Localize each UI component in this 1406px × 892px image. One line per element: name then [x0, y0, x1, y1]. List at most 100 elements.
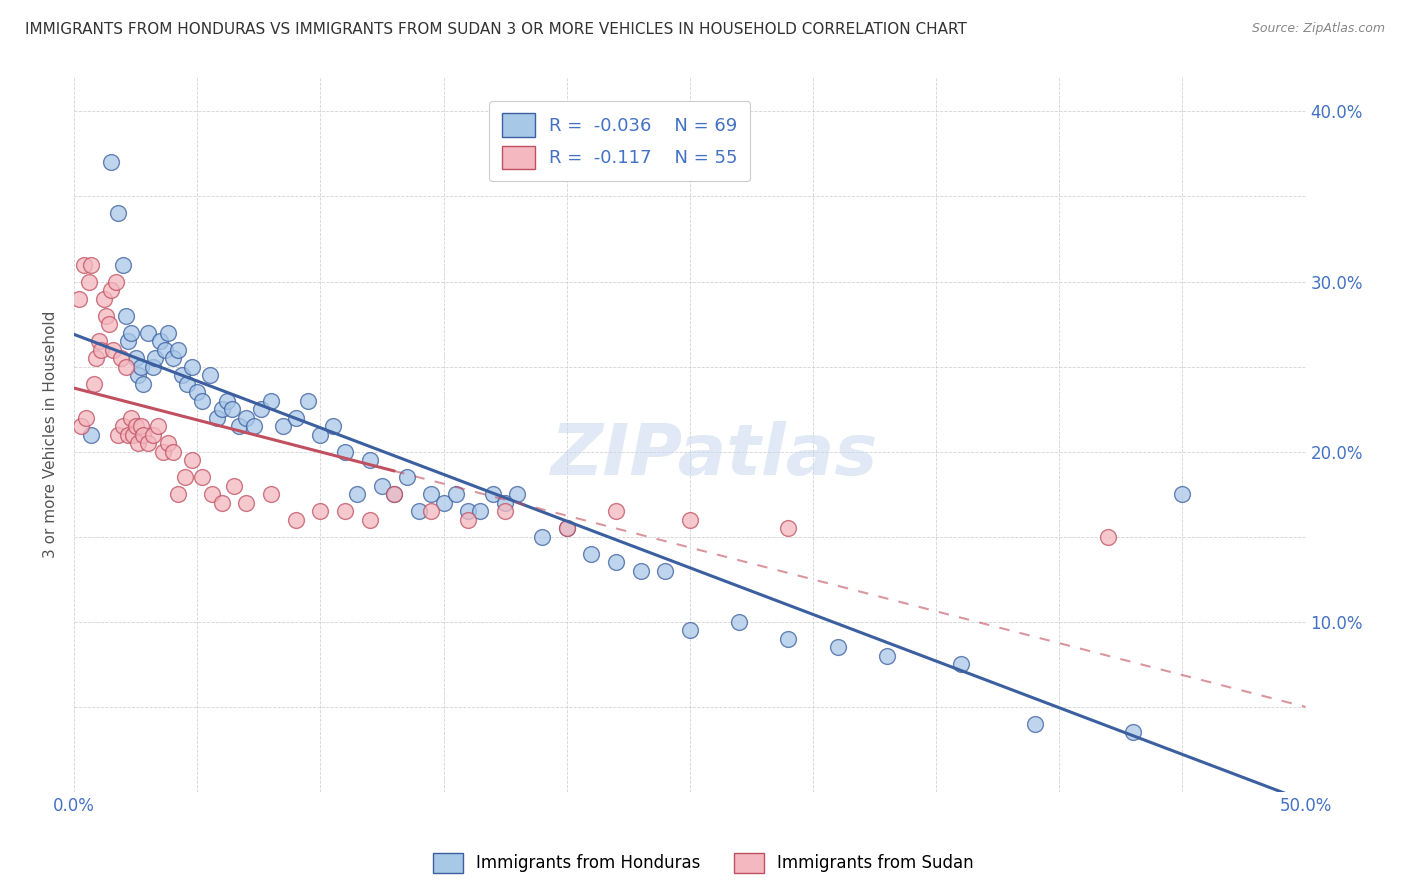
Point: [127, 436, 149, 450]
Point: [679, 623, 702, 637]
Point: [129, 419, 152, 434]
Point: [457, 504, 479, 518]
Point: [103, 343, 125, 357]
Point: [94, 309, 117, 323]
Point: [107, 427, 129, 442]
Point: [555, 521, 578, 535]
Point: [224, 478, 246, 492]
Point: [359, 453, 381, 467]
Point: [114, 309, 136, 323]
Text: IMMIGRANTS FROM HONDURAS VS IMMIGRANTS FROM SUDAN 3 OR MORE VEHICLES IN HOUSEHOL: IMMIGRANTS FROM HONDURAS VS IMMIGRANTS F…: [25, 22, 967, 37]
Point: [104, 275, 127, 289]
Point: [1171, 487, 1194, 501]
Point: [201, 487, 224, 501]
Point: [309, 427, 332, 442]
Point: [145, 351, 167, 365]
Point: [124, 419, 146, 434]
Point: [107, 206, 129, 220]
Point: [83, 376, 105, 391]
Point: [100, 155, 122, 169]
Point: [250, 402, 273, 417]
Point: [166, 487, 188, 501]
Point: [73, 258, 96, 272]
Point: [260, 487, 283, 501]
Point: [93, 292, 115, 306]
Point: [728, 615, 751, 629]
Point: [876, 648, 898, 663]
Point: [142, 359, 165, 374]
Point: [215, 393, 238, 408]
Point: [136, 436, 159, 450]
Point: [605, 555, 627, 569]
Point: [156, 326, 179, 340]
Point: [114, 359, 136, 374]
Point: [132, 376, 155, 391]
Y-axis label: 3 or more Vehicles in Household: 3 or more Vehicles in Household: [44, 311, 58, 558]
Point: [359, 513, 381, 527]
Point: [333, 444, 356, 458]
Point: [146, 419, 169, 434]
Point: [395, 470, 418, 484]
Point: [129, 359, 152, 374]
Point: [494, 495, 516, 509]
Point: [162, 444, 184, 458]
Point: [470, 504, 492, 518]
Point: [191, 393, 214, 408]
Point: [90, 343, 112, 357]
Point: [494, 504, 516, 518]
Point: [70, 419, 93, 434]
Point: [1097, 530, 1119, 544]
Point: [120, 410, 142, 425]
Point: [75, 410, 97, 425]
Point: [420, 487, 443, 501]
Point: [949, 657, 972, 672]
Point: [77, 275, 100, 289]
Point: [110, 351, 132, 365]
Point: [309, 504, 332, 518]
Point: [1024, 716, 1046, 731]
Point: [132, 427, 155, 442]
Point: [117, 427, 139, 442]
Point: [117, 334, 139, 348]
Point: [228, 419, 250, 434]
Point: [581, 547, 603, 561]
Point: [457, 513, 479, 527]
Text: ZIPatlas: ZIPatlas: [551, 422, 879, 491]
Point: [284, 513, 307, 527]
Point: [142, 427, 165, 442]
Point: [205, 410, 228, 425]
Point: [778, 632, 800, 646]
Point: [84, 351, 107, 365]
Point: [221, 402, 243, 417]
Point: [260, 393, 283, 408]
Point: [87, 334, 110, 348]
Point: [211, 402, 233, 417]
Point: [1122, 725, 1144, 739]
Point: [654, 564, 676, 578]
Point: [198, 368, 221, 382]
Point: [176, 376, 198, 391]
Point: [112, 419, 135, 434]
Point: [122, 427, 145, 442]
Point: [346, 487, 368, 501]
Legend: R =  -0.036    N = 69, R =  -0.117    N = 55: R = -0.036 N = 69, R = -0.117 N = 55: [489, 101, 751, 181]
Point: [112, 258, 135, 272]
Point: [181, 359, 204, 374]
Point: [284, 410, 307, 425]
Point: [481, 487, 503, 501]
Point: [444, 487, 467, 501]
Point: [124, 351, 146, 365]
Point: [778, 521, 800, 535]
Point: [371, 478, 394, 492]
Point: [382, 487, 405, 501]
Point: [152, 444, 174, 458]
Point: [235, 495, 257, 509]
Point: [273, 419, 295, 434]
Point: [172, 368, 194, 382]
Point: [80, 427, 103, 442]
Point: [191, 470, 214, 484]
Point: [630, 564, 652, 578]
Point: [149, 334, 172, 348]
Point: [235, 410, 257, 425]
Point: [297, 393, 319, 408]
